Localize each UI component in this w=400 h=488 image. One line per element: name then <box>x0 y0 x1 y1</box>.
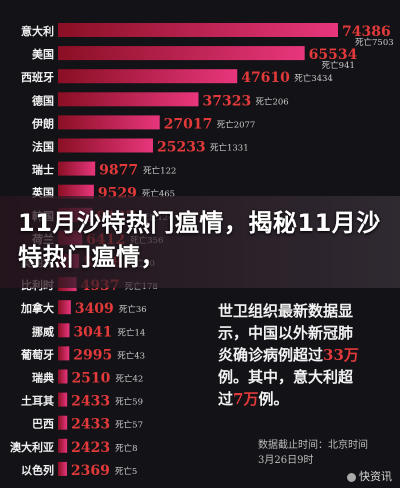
value-label: 2433 <box>71 417 110 433</box>
value-label: 74386 <box>342 24 391 40</box>
bar <box>58 184 94 199</box>
info-line-5: 过7万例。 <box>218 388 386 410</box>
value-label: 3409 <box>75 301 114 317</box>
value-label: 2433 <box>71 394 110 410</box>
info-highlight-cases: 33万 <box>323 346 359 364</box>
country-label: 法国 <box>32 140 54 154</box>
death-label: 死亡42 <box>115 374 143 385</box>
country-label: 加拿大 <box>20 301 54 315</box>
value-label: 3041 <box>73 324 112 340</box>
bar <box>58 23 338 37</box>
death-label: 死亡941 <box>322 60 355 71</box>
country-label: 美国 <box>32 47 54 61</box>
country-label: 意大利 <box>21 24 54 38</box>
info-line-4: 例。其中，意大利超 <box>218 368 354 386</box>
watermark-icon <box>347 472 356 482</box>
value-label: 2510 <box>71 371 110 387</box>
info-line-5-post: 例。 <box>258 390 289 408</box>
country-label: 巴西 <box>32 418 54 431</box>
bar <box>58 46 305 61</box>
death-label: 死亡1331 <box>210 143 249 154</box>
death-label: 死亡43 <box>117 350 145 361</box>
watermark: 快资讯 <box>347 468 392 484</box>
bar <box>58 392 68 407</box>
value-label: 2423 <box>71 440 110 456</box>
death-label: 死亡7503 <box>355 37 394 48</box>
info-line-1: 世卫组织最新数据显 <box>218 302 354 320</box>
country-label: 澳大利亚 <box>10 440 54 454</box>
value-label: 65534 <box>309 47 358 63</box>
bar <box>58 438 68 453</box>
death-label: 死亡2077 <box>217 119 256 130</box>
country-label: 西班牙 <box>21 70 54 84</box>
value-label: 2369 <box>71 463 110 479</box>
country-label: 以色列 <box>21 463 54 477</box>
country-label: 伊朗 <box>31 116 54 130</box>
source-line-2: 3月26日9时 <box>258 455 314 466</box>
info-line-3: 炎确诊病例超过33万 <box>218 344 386 366</box>
bar <box>58 369 68 384</box>
bar <box>58 69 238 84</box>
death-label: 死亡465 <box>142 189 175 200</box>
bar <box>58 92 199 107</box>
info-line-5-pre: 过 <box>218 390 234 408</box>
value-label: 37323 <box>202 93 251 109</box>
death-label: 死亡5 <box>115 466 137 477</box>
watermark-text: 快资讯 <box>359 470 392 483</box>
death-label: 死亡3434 <box>294 73 333 84</box>
value-label: 25233 <box>157 140 206 156</box>
country-label: 瑞士 <box>32 163 54 177</box>
country-label: 挪威 <box>32 324 54 338</box>
bar <box>58 346 70 361</box>
headline-title: 11月沙特热门瘟情，揭秘11月沙特热门瘟情， <box>18 209 381 271</box>
value-label: 47610 <box>241 70 290 86</box>
death-label: 死亡206 <box>255 96 288 107</box>
death-label: 死亡14 <box>117 327 145 338</box>
country-label: 土耳其 <box>21 394 54 408</box>
value-label: 2995 <box>73 347 112 363</box>
death-label: 死亡122 <box>143 166 176 177</box>
value-label: 9877 <box>99 163 138 179</box>
death-label: 死亡36 <box>119 304 147 315</box>
value-label: 27017 <box>164 116 213 132</box>
bar <box>58 415 68 430</box>
info-line-2: 示，中国以外新冠肺 <box>218 324 354 342</box>
bar <box>58 138 153 153</box>
country-label: 德国 <box>31 93 54 107</box>
bar <box>58 323 70 338</box>
death-label: 死亡8 <box>115 443 137 454</box>
bar <box>58 300 71 315</box>
bar <box>58 461 67 476</box>
death-label: 死亡57 <box>115 420 143 431</box>
info-highlight-italy: 7万 <box>233 390 259 408</box>
death-label: 死亡59 <box>115 397 143 408</box>
country-label: 葡萄牙 <box>20 347 54 361</box>
info-line-3-text: 炎确诊病例超过 <box>218 346 324 364</box>
bar <box>58 115 160 130</box>
info-text-block: 世卫组织最新数据显 示，中国以外新冠肺 炎确诊病例超过33万 例。其中，意大利超… <box>218 300 386 410</box>
country-label: 瑞典 <box>32 371 54 385</box>
data-source-note: 数据截止时间：北京时间 3月26日9时 <box>258 438 368 468</box>
headline-banner: 11月沙特热门瘟情，揭秘11月沙特热门瘟情， <box>0 196 400 288</box>
source-line-1: 数据截止时间：北京时间 <box>258 440 368 451</box>
bar <box>58 161 96 176</box>
